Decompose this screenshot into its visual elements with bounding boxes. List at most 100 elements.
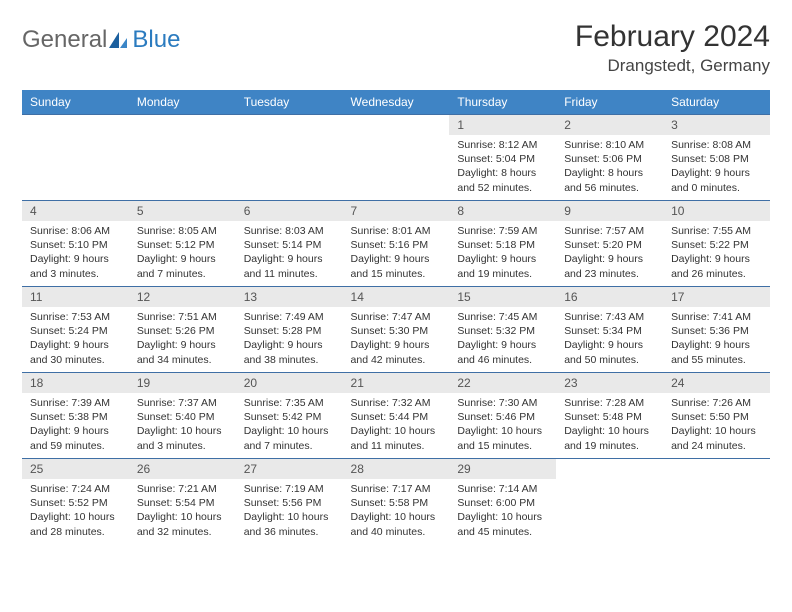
sunrise-line: Sunrise: 7:21 AM — [137, 482, 228, 496]
sunset-line: Sunset: 5:08 PM — [671, 152, 762, 166]
sunset-line: Sunset: 5:40 PM — [137, 410, 228, 424]
sunrise-line: Sunrise: 7:53 AM — [30, 310, 121, 324]
daylight-line: Daylight: 10 hours and 40 minutes. — [351, 510, 442, 538]
calendar-day-cell: 13Sunrise: 7:49 AMSunset: 5:28 PMDayligh… — [236, 287, 343, 373]
day-detail: Sunrise: 8:03 AMSunset: 5:14 PMDaylight:… — [236, 221, 343, 285]
calendar-day-cell: 20Sunrise: 7:35 AMSunset: 5:42 PMDayligh… — [236, 373, 343, 459]
sunset-line: Sunset: 5:42 PM — [244, 410, 335, 424]
day-detail: Sunrise: 7:47 AMSunset: 5:30 PMDaylight:… — [343, 307, 450, 371]
daylight-line: Daylight: 9 hours and 34 minutes. — [137, 338, 228, 366]
calendar-day-cell: 19Sunrise: 7:37 AMSunset: 5:40 PMDayligh… — [129, 373, 236, 459]
calendar-day-cell: 2Sunrise: 8:10 AMSunset: 5:06 PMDaylight… — [556, 115, 663, 201]
location-label: Drangstedt, Germany — [575, 56, 770, 76]
day-detail: Sunrise: 7:39 AMSunset: 5:38 PMDaylight:… — [22, 393, 129, 457]
calendar-day-cell: 4Sunrise: 8:06 AMSunset: 5:10 PMDaylight… — [22, 201, 129, 287]
sunrise-line: Sunrise: 7:14 AM — [457, 482, 548, 496]
calendar-week-row: 25Sunrise: 7:24 AMSunset: 5:52 PMDayligh… — [22, 459, 770, 545]
day-number: 5 — [129, 201, 236, 221]
title-block: February 2024 Drangstedt, Germany — [575, 20, 770, 76]
sunrise-line: Sunrise: 7:17 AM — [351, 482, 442, 496]
day-detail: Sunrise: 7:57 AMSunset: 5:20 PMDaylight:… — [556, 221, 663, 285]
day-number: 26 — [129, 459, 236, 479]
sunrise-line: Sunrise: 7:19 AM — [244, 482, 335, 496]
daylight-line: Daylight: 9 hours and 38 minutes. — [244, 338, 335, 366]
day-number: 16 — [556, 287, 663, 307]
calendar-day-cell: 8Sunrise: 7:59 AMSunset: 5:18 PMDaylight… — [449, 201, 556, 287]
daylight-line: Daylight: 9 hours and 42 minutes. — [351, 338, 442, 366]
calendar-day-cell: 27Sunrise: 7:19 AMSunset: 5:56 PMDayligh… — [236, 459, 343, 545]
sunrise-line: Sunrise: 7:26 AM — [671, 396, 762, 410]
sunset-line: Sunset: 5:24 PM — [30, 324, 121, 338]
calendar-day-cell: 18Sunrise: 7:39 AMSunset: 5:38 PMDayligh… — [22, 373, 129, 459]
calendar-day-cell — [22, 115, 129, 201]
day-number: 17 — [663, 287, 770, 307]
calendar-day-cell: 24Sunrise: 7:26 AMSunset: 5:50 PMDayligh… — [663, 373, 770, 459]
day-number: 7 — [343, 201, 450, 221]
calendar-day-cell: 28Sunrise: 7:17 AMSunset: 5:58 PMDayligh… — [343, 459, 450, 545]
calendar-week-row: 4Sunrise: 8:06 AMSunset: 5:10 PMDaylight… — [22, 201, 770, 287]
calendar-day-cell — [236, 115, 343, 201]
daylight-line: Daylight: 9 hours and 3 minutes. — [30, 252, 121, 280]
day-number: 22 — [449, 373, 556, 393]
calendar-day-cell: 11Sunrise: 7:53 AMSunset: 5:24 PMDayligh… — [22, 287, 129, 373]
day-number: 23 — [556, 373, 663, 393]
sunset-line: Sunset: 5:56 PM — [244, 496, 335, 510]
sunset-line: Sunset: 5:28 PM — [244, 324, 335, 338]
calendar-day-cell: 7Sunrise: 8:01 AMSunset: 5:16 PMDaylight… — [343, 201, 450, 287]
day-number: 12 — [129, 287, 236, 307]
day-number: 29 — [449, 459, 556, 479]
sunset-line: Sunset: 5:52 PM — [30, 496, 121, 510]
calendar-day-cell: 25Sunrise: 7:24 AMSunset: 5:52 PMDayligh… — [22, 459, 129, 545]
sunset-line: Sunset: 5:10 PM — [30, 238, 121, 252]
day-detail: Sunrise: 7:14 AMSunset: 6:00 PMDaylight:… — [449, 479, 556, 543]
calendar-day-cell: 5Sunrise: 8:05 AMSunset: 5:12 PMDaylight… — [129, 201, 236, 287]
calendar-day-cell: 23Sunrise: 7:28 AMSunset: 5:48 PMDayligh… — [556, 373, 663, 459]
calendar-day-cell: 6Sunrise: 8:03 AMSunset: 5:14 PMDaylight… — [236, 201, 343, 287]
day-detail: Sunrise: 7:51 AMSunset: 5:26 PMDaylight:… — [129, 307, 236, 371]
day-number: 11 — [22, 287, 129, 307]
day-detail: Sunrise: 7:21 AMSunset: 5:54 PMDaylight:… — [129, 479, 236, 543]
daylight-line: Daylight: 10 hours and 3 minutes. — [137, 424, 228, 452]
day-detail: Sunrise: 7:30 AMSunset: 5:46 PMDaylight:… — [449, 393, 556, 457]
sunrise-line: Sunrise: 7:32 AM — [351, 396, 442, 410]
daylight-line: Daylight: 9 hours and 55 minutes. — [671, 338, 762, 366]
sunset-line: Sunset: 5:44 PM — [351, 410, 442, 424]
sunrise-line: Sunrise: 7:47 AM — [351, 310, 442, 324]
weekday-header: Thursday — [449, 90, 556, 115]
daylight-line: Daylight: 10 hours and 32 minutes. — [137, 510, 228, 538]
calendar-day-cell: 12Sunrise: 7:51 AMSunset: 5:26 PMDayligh… — [129, 287, 236, 373]
sunset-line: Sunset: 5:26 PM — [137, 324, 228, 338]
sunset-line: Sunset: 5:32 PM — [457, 324, 548, 338]
day-detail: Sunrise: 7:28 AMSunset: 5:48 PMDaylight:… — [556, 393, 663, 457]
sunrise-line: Sunrise: 7:35 AM — [244, 396, 335, 410]
day-number: 14 — [343, 287, 450, 307]
calendar-day-cell: 17Sunrise: 7:41 AMSunset: 5:36 PMDayligh… — [663, 287, 770, 373]
day-number: 18 — [22, 373, 129, 393]
day-number: 8 — [449, 201, 556, 221]
day-number: 13 — [236, 287, 343, 307]
sunset-line: Sunset: 5:14 PM — [244, 238, 335, 252]
day-detail: Sunrise: 7:53 AMSunset: 5:24 PMDaylight:… — [22, 307, 129, 371]
sunset-line: Sunset: 5:12 PM — [137, 238, 228, 252]
calendar-table: SundayMondayTuesdayWednesdayThursdayFrid… — [22, 90, 770, 545]
calendar-day-cell — [663, 459, 770, 545]
calendar-day-cell: 14Sunrise: 7:47 AMSunset: 5:30 PMDayligh… — [343, 287, 450, 373]
daylight-line: Daylight: 9 hours and 30 minutes. — [30, 338, 121, 366]
day-number: 2 — [556, 115, 663, 135]
sunset-line: Sunset: 5:22 PM — [671, 238, 762, 252]
day-number: 6 — [236, 201, 343, 221]
day-number: 1 — [449, 115, 556, 135]
daylight-line: Daylight: 8 hours and 52 minutes. — [457, 166, 548, 194]
calendar-week-row: 18Sunrise: 7:39 AMSunset: 5:38 PMDayligh… — [22, 373, 770, 459]
day-detail: Sunrise: 7:59 AMSunset: 5:18 PMDaylight:… — [449, 221, 556, 285]
calendar-day-cell: 9Sunrise: 7:57 AMSunset: 5:20 PMDaylight… — [556, 201, 663, 287]
daylight-line: Daylight: 9 hours and 15 minutes. — [351, 252, 442, 280]
calendar-day-cell: 10Sunrise: 7:55 AMSunset: 5:22 PMDayligh… — [663, 201, 770, 287]
sunrise-line: Sunrise: 8:01 AM — [351, 224, 442, 238]
sunset-line: Sunset: 5:46 PM — [457, 410, 548, 424]
daylight-line: Daylight: 8 hours and 56 minutes. — [564, 166, 655, 194]
sunset-line: Sunset: 5:48 PM — [564, 410, 655, 424]
sunset-line: Sunset: 5:30 PM — [351, 324, 442, 338]
calendar-day-cell: 22Sunrise: 7:30 AMSunset: 5:46 PMDayligh… — [449, 373, 556, 459]
day-detail: Sunrise: 7:24 AMSunset: 5:52 PMDaylight:… — [22, 479, 129, 543]
